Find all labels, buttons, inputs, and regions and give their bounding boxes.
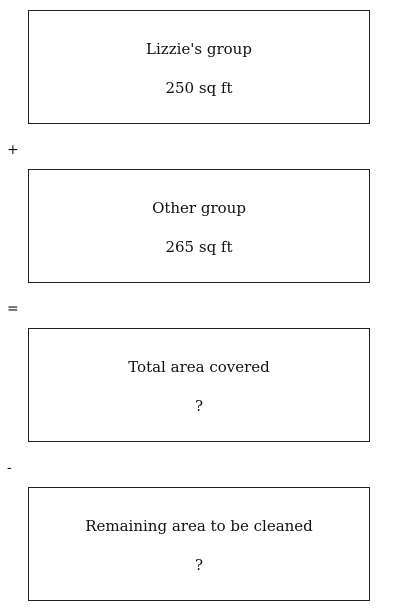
equals-operator: = [7,301,19,317]
lizzies-group-box: Lizzie's group 250 sq ft [28,10,370,124]
box-value: 265 sq ft [165,238,233,256]
box-title: Remaining area to be cleaned [85,517,313,535]
plus-operator: + [7,142,19,158]
box-value: ? [194,556,204,574]
other-group-box: Other group 265 sq ft [28,169,370,283]
box-title: Other group [152,199,246,217]
remaining-area-box: Remaining area to be cleaned ? [28,487,370,601]
box-title: Lizzie's group [146,40,252,58]
minus-operator: - [7,460,12,476]
box-value: 250 sq ft [165,79,233,97]
box-title: Total area covered [128,358,270,376]
total-area-box: Total area covered ? [28,328,370,442]
box-value: ? [194,397,204,415]
